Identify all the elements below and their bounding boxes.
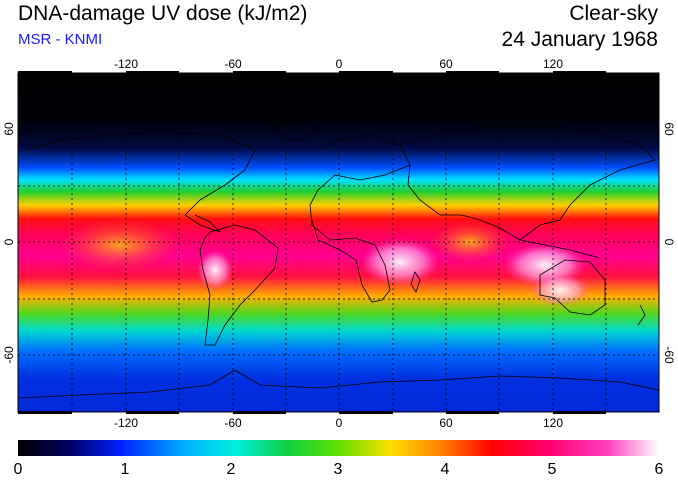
map-frame <box>17 72 660 413</box>
lon-label-bottom: 120 <box>543 416 563 430</box>
colorbar-label: 0 <box>14 461 23 478</box>
lat-label-right: 0 <box>662 239 676 246</box>
lon-label-bottom: -60 <box>224 416 242 430</box>
lon-label-top: 0 <box>336 57 343 71</box>
lat-label-left: 60 <box>2 122 16 136</box>
sky-condition-label: Clear-sky <box>569 2 658 25</box>
colorbar <box>18 440 659 456</box>
lon-label-top: -120 <box>114 57 138 71</box>
lon-label-bottom: 0 <box>336 416 343 430</box>
lat-label-left: -60 <box>2 346 16 364</box>
lat-label-right: -60 <box>662 346 676 364</box>
credit-label: MSR - KNMI <box>18 31 103 48</box>
colorbar-label: 3 <box>334 461 343 478</box>
frame-border-ticks <box>18 71 606 414</box>
map-title: DNA-damage UV dose (kJ/m2) <box>18 2 308 25</box>
lon-label-top: 60 <box>439 57 453 71</box>
coastlines <box>18 104 659 399</box>
colorbar-label: 1 <box>121 461 130 478</box>
date-label: 24 January 1968 <box>501 28 658 51</box>
lon-label-bottom: -120 <box>114 416 138 430</box>
colorbar-label: 5 <box>548 461 557 478</box>
lat-label-left: 0 <box>2 238 16 245</box>
lon-label-top: -60 <box>224 57 242 71</box>
lon-label-bottom: 60 <box>439 416 453 430</box>
uv-dose-field <box>18 73 659 412</box>
lat-label-right: 60 <box>662 122 676 136</box>
colorbar-label: 4 <box>441 461 450 478</box>
colorbar-label: 6 <box>655 461 664 478</box>
colorbar-label: 2 <box>227 461 236 478</box>
graticule <box>18 73 659 412</box>
lon-label-top: 120 <box>543 57 563 71</box>
